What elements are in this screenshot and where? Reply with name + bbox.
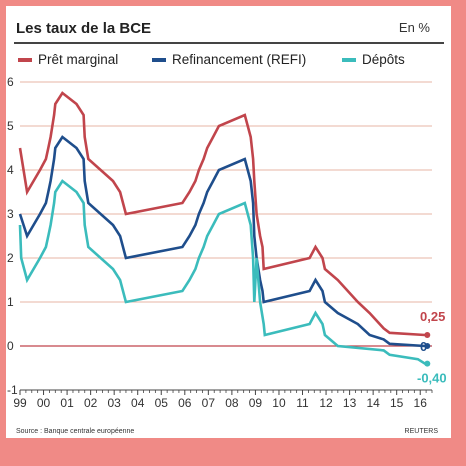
x-tick-label: 15: [390, 396, 404, 410]
legend-label-refi: Refinancement (REFI): [172, 52, 307, 67]
legend-label-depots: Dépôts: [362, 52, 405, 67]
end-label-depots: -0,40: [417, 371, 447, 386]
x-tick-label: 05: [155, 396, 169, 410]
x-tick-label: 99: [13, 396, 27, 410]
end-dot-refi: [424, 343, 431, 349]
series-line-depots: [18, 179, 428, 365]
legend-swatch-marginal: [18, 57, 32, 62]
series-line-marginal: [18, 91, 428, 337]
x-tick-label: 16: [414, 396, 428, 410]
x-tick-label: 01: [60, 396, 74, 410]
series-line-refi: [18, 135, 428, 348]
legend-item-refi: Refinancement (REFI): [152, 52, 306, 67]
chart-title: Les taux de la BCE: [16, 20, 152, 37]
x-tick-label: 00: [37, 396, 51, 410]
x-tick-label: 11: [296, 396, 309, 410]
x-tick-label: 07: [202, 396, 216, 410]
source-note: Source : Banque centrale européenne: [16, 428, 135, 435]
y-tick-label: -1: [7, 383, 18, 397]
legend-swatch-depots: [342, 57, 356, 62]
x-tick-label: 04: [131, 396, 145, 410]
x-tick-label: 14: [366, 396, 380, 410]
end-dot-marginal: [424, 332, 431, 338]
reuters-credit: REUTERS: [404, 428, 438, 435]
x-tick-label: 12: [319, 396, 333, 410]
title-divider: [14, 42, 444, 44]
y-tick-label: 2: [7, 251, 14, 265]
x-tick-label: 10: [272, 396, 286, 410]
y-tick-label: 4: [7, 163, 14, 177]
x-tick-label: 08: [225, 396, 239, 410]
x-tick-label: 06: [178, 396, 192, 410]
x-tick-label: 03: [107, 396, 121, 410]
y-tick-label: 1: [7, 295, 14, 309]
y-tick-label: 3: [7, 207, 14, 221]
unit-label: En %: [398, 20, 430, 35]
end-label-refi: 0: [420, 339, 427, 354]
chart-panel: [6, 6, 451, 438]
y-tick-label: 5: [7, 119, 14, 133]
legend-item-marginal: Prêt marginal: [18, 52, 118, 67]
y-tick-label: 0: [7, 339, 14, 353]
y-tick-label: 6: [7, 75, 14, 89]
legend-label-marginal: Prêt marginal: [38, 52, 119, 67]
x-tick-label: 13: [343, 396, 357, 410]
legend-swatch-refi: [152, 57, 166, 62]
x-tick-label: 09: [249, 396, 263, 410]
legend-item-depots: Dépôts: [342, 52, 405, 67]
legend: Prêt marginal Refinancement (REFI) Dépôt…: [0, 52, 466, 72]
end-label-marginal: 0,25: [420, 309, 445, 324]
x-tick-label: 02: [84, 396, 98, 410]
end-dot-depots: [424, 360, 431, 367]
